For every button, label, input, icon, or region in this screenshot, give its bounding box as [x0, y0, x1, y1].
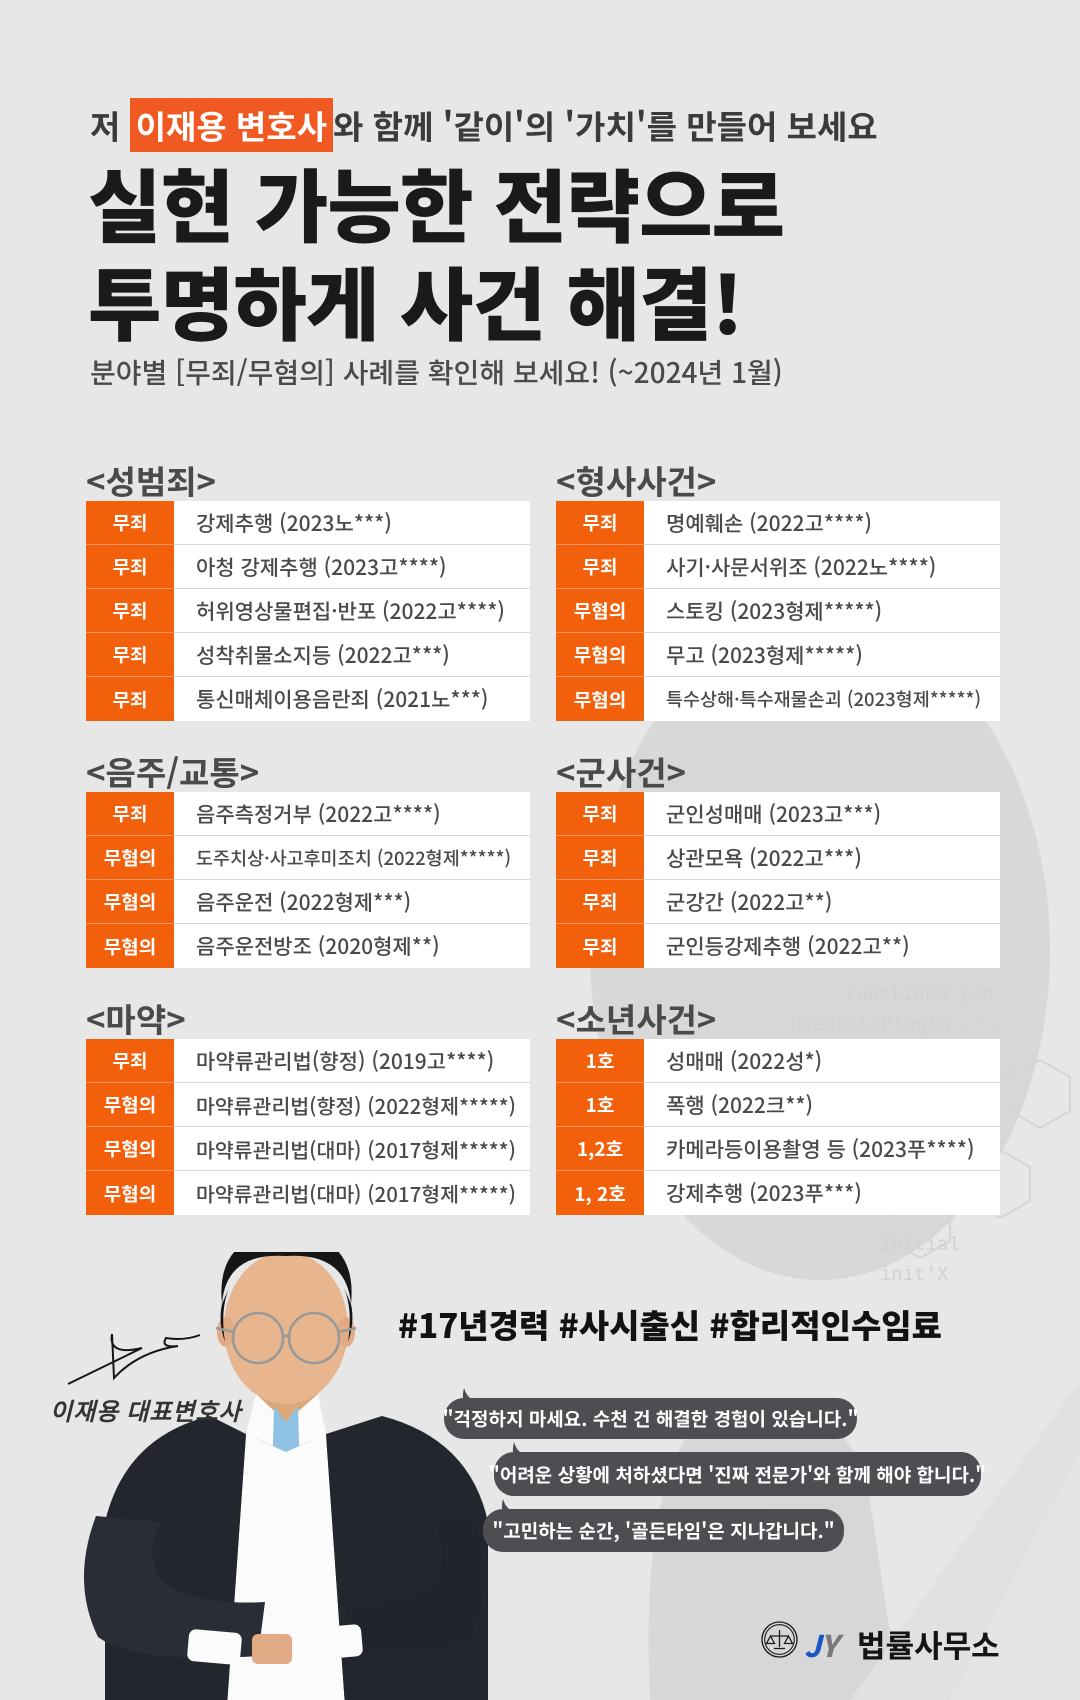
svg-text:init'X: init'X	[880, 1264, 949, 1286]
